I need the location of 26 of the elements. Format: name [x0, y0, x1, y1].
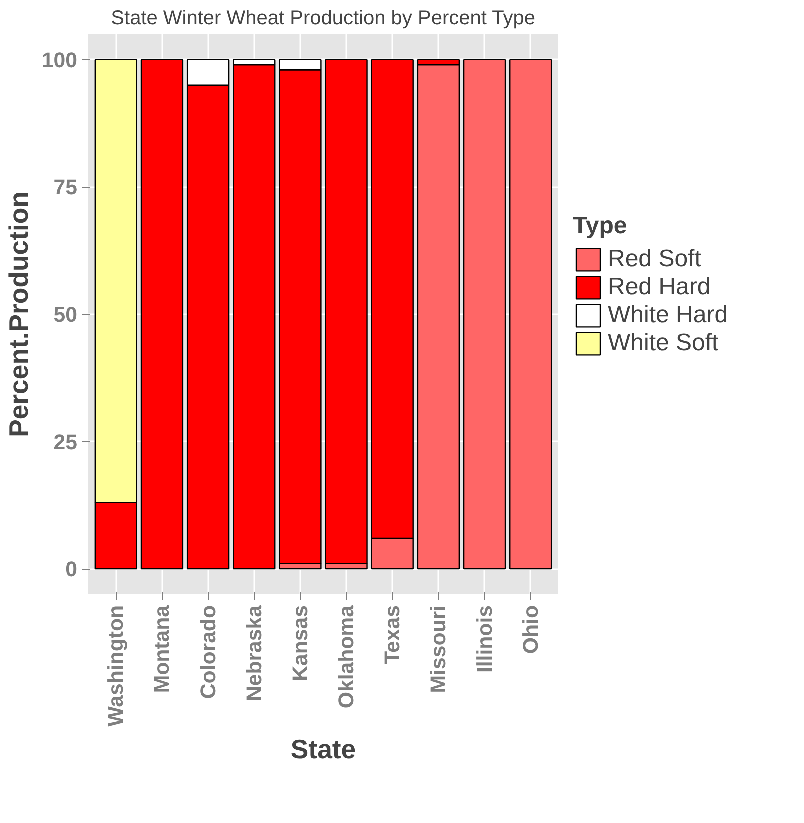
bar — [510, 59, 552, 570]
legend-title: Type — [573, 212, 628, 240]
x-tick-label: Washington — [104, 605, 128, 727]
y-tick-label: 0 — [66, 558, 78, 582]
legend-label: Red Hard — [608, 273, 711, 302]
x-tick-label: Montana — [150, 605, 174, 694]
y-tick-label: 25 — [54, 430, 78, 454]
x-tick-label: Oklahoma — [334, 605, 359, 709]
y-tick-label: 50 — [54, 303, 78, 327]
legend-label: White Soft — [608, 329, 719, 358]
bar — [140, 59, 184, 570]
chart-title: State Winter Wheat Production by Percent Type — [111, 8, 536, 30]
x-axis-title: State — [290, 734, 356, 765]
x-tick-label: Illinois — [472, 606, 497, 674]
legend-label: White Hard — [608, 301, 728, 330]
y-tick-label: 75 — [54, 176, 78, 200]
y-axis-title: Percent.Production — [4, 192, 34, 438]
x-tick-label: Texas — [380, 605, 405, 664]
legend-label: Red Soft — [608, 245, 702, 274]
bar — [463, 59, 506, 570]
x-tick-label: Missouri — [426, 605, 451, 694]
x-tick-label: Ohio — [518, 605, 543, 654]
y-tick-label: 100 — [42, 48, 78, 72]
x-tick-label: Nebraska — [242, 605, 266, 702]
x-tick-label: Colorado — [196, 605, 220, 700]
x-tick-label: Kansas — [288, 605, 312, 682]
